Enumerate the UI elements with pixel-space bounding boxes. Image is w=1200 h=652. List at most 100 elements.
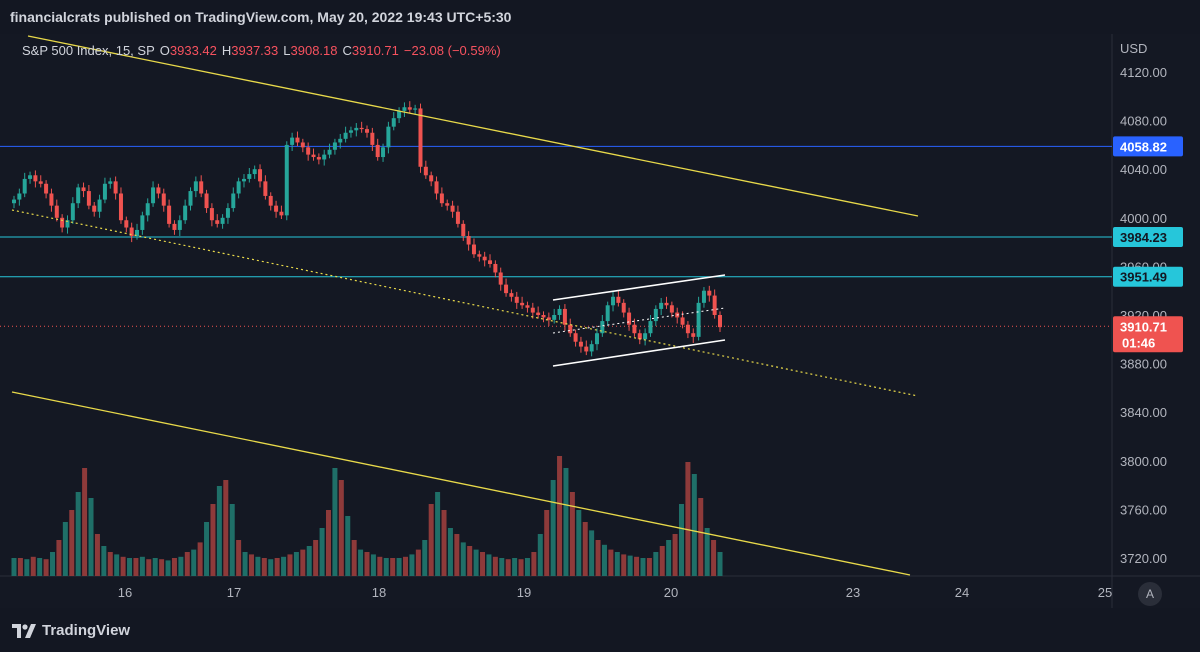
volume-bar: [370, 554, 376, 576]
volume-bar: [717, 552, 723, 576]
close-value: 3910.71: [351, 43, 399, 58]
candle-body: [263, 181, 268, 196]
candle-body: [434, 181, 439, 194]
candle-body: [407, 107, 412, 110]
volume-bar: [390, 558, 396, 576]
volume-bar: [319, 528, 325, 576]
candle-body: [102, 183, 107, 200]
volume-bar: [229, 504, 235, 576]
candle-body: [418, 108, 423, 167]
price-chart[interactable]: USD 4120.004080.004040.004000.003960.003…: [0, 34, 1200, 608]
time-tick-label: 18: [372, 585, 386, 600]
volume-bar: [306, 546, 312, 576]
ohlc-legend: S&P 500 Index, 15, SP O3933.42 H3937.33 …: [22, 43, 501, 58]
candle-body: [247, 174, 252, 179]
candle-body: [643, 333, 648, 340]
candle-body: [445, 203, 450, 206]
volume-bar: [454, 534, 460, 576]
auto-scale-button[interactable]: A: [1138, 582, 1162, 606]
volume-bar: [159, 559, 165, 576]
candle-body: [488, 260, 493, 264]
volume-bar: [422, 540, 428, 576]
volume-bar: [120, 556, 126, 576]
candle-body: [12, 199, 16, 204]
candle-body: [370, 132, 375, 145]
chart-frame[interactable]: USD 4120.004080.004040.004000.003960.003…: [0, 34, 1200, 608]
volume-bar: [512, 558, 518, 576]
volume-bar: [672, 534, 678, 576]
volume-bars: [11, 456, 723, 576]
volume-bar: [467, 546, 473, 576]
candle-body: [33, 175, 38, 182]
price-tick-label: 3840.00: [1120, 405, 1167, 420]
time-tick-label: 25: [1098, 585, 1112, 600]
volume-bar: [614, 552, 620, 576]
volume-bar: [94, 534, 100, 576]
volume-bar: [358, 549, 364, 576]
volume-bar: [704, 528, 710, 576]
candle-body: [295, 137, 300, 143]
price-tag-value: 3984.23: [1120, 230, 1167, 245]
tradingview-logo-icon: [12, 623, 36, 638]
candle-body: [718, 315, 722, 328]
candle-body: [124, 220, 129, 228]
candle-body: [354, 127, 359, 131]
candle-body: [161, 193, 166, 206]
volume-bar: [50, 552, 56, 576]
candle-body: [461, 223, 466, 237]
price-tag: [1113, 226, 1183, 247]
volume-bar: [544, 510, 550, 576]
volume-bar: [563, 468, 569, 576]
volume-bar: [666, 540, 672, 576]
candle-body: [578, 341, 583, 347]
candle-body: [594, 333, 599, 345]
dotted-trendline: [11, 209, 919, 397]
candle-body: [28, 175, 33, 179]
candle-body: [332, 142, 337, 150]
candle-body: [92, 205, 97, 212]
volume-bar: [69, 510, 75, 576]
price-tick-label: 4080.00: [1120, 114, 1167, 129]
price-tick-label: 4040.00: [1120, 162, 1167, 177]
volume-bar: [43, 559, 49, 576]
volume-bar: [640, 558, 646, 576]
candle-body: [557, 308, 562, 315]
channel-mid-line: [552, 307, 726, 334]
candle-body: [38, 181, 43, 184]
candle-body: [167, 205, 172, 224]
price-tick-label: 3720.00: [1120, 551, 1167, 566]
volume-bar: [127, 558, 133, 576]
volume-bar: [460, 542, 466, 576]
volume-bar: [383, 558, 389, 576]
volume-bar: [11, 558, 17, 576]
candle-body: [322, 154, 327, 160]
volume-bar: [191, 549, 197, 576]
candle-body: [707, 290, 712, 296]
candle-body: [338, 138, 343, 143]
candle-body: [284, 144, 289, 216]
volume-bar: [332, 468, 338, 576]
candle-body: [172, 223, 177, 230]
candle-body: [637, 333, 642, 340]
volume-bar: [133, 558, 139, 576]
candle-body: [108, 181, 113, 184]
candle-body: [118, 193, 123, 221]
candle-body: [151, 187, 156, 204]
candle-body: [653, 308, 658, 322]
currency-label: USD: [1120, 41, 1147, 56]
candle-body: [381, 147, 386, 158]
candle-body: [429, 175, 434, 182]
price-tag-countdown: 01:46: [1122, 335, 1155, 350]
volume-bar: [691, 474, 697, 576]
open-label: O: [159, 43, 170, 58]
high-value: 3937.33: [231, 43, 279, 58]
candle-body: [300, 142, 305, 148]
volume-bar: [236, 540, 242, 576]
volume-bar: [325, 510, 331, 576]
volume-bar: [601, 544, 607, 576]
candle-body: [455, 211, 460, 224]
volume-bar: [101, 546, 107, 576]
volume-bar: [261, 558, 267, 576]
candle-body: [632, 324, 637, 334]
tradingview-logo[interactable]: TradingView: [12, 622, 130, 639]
